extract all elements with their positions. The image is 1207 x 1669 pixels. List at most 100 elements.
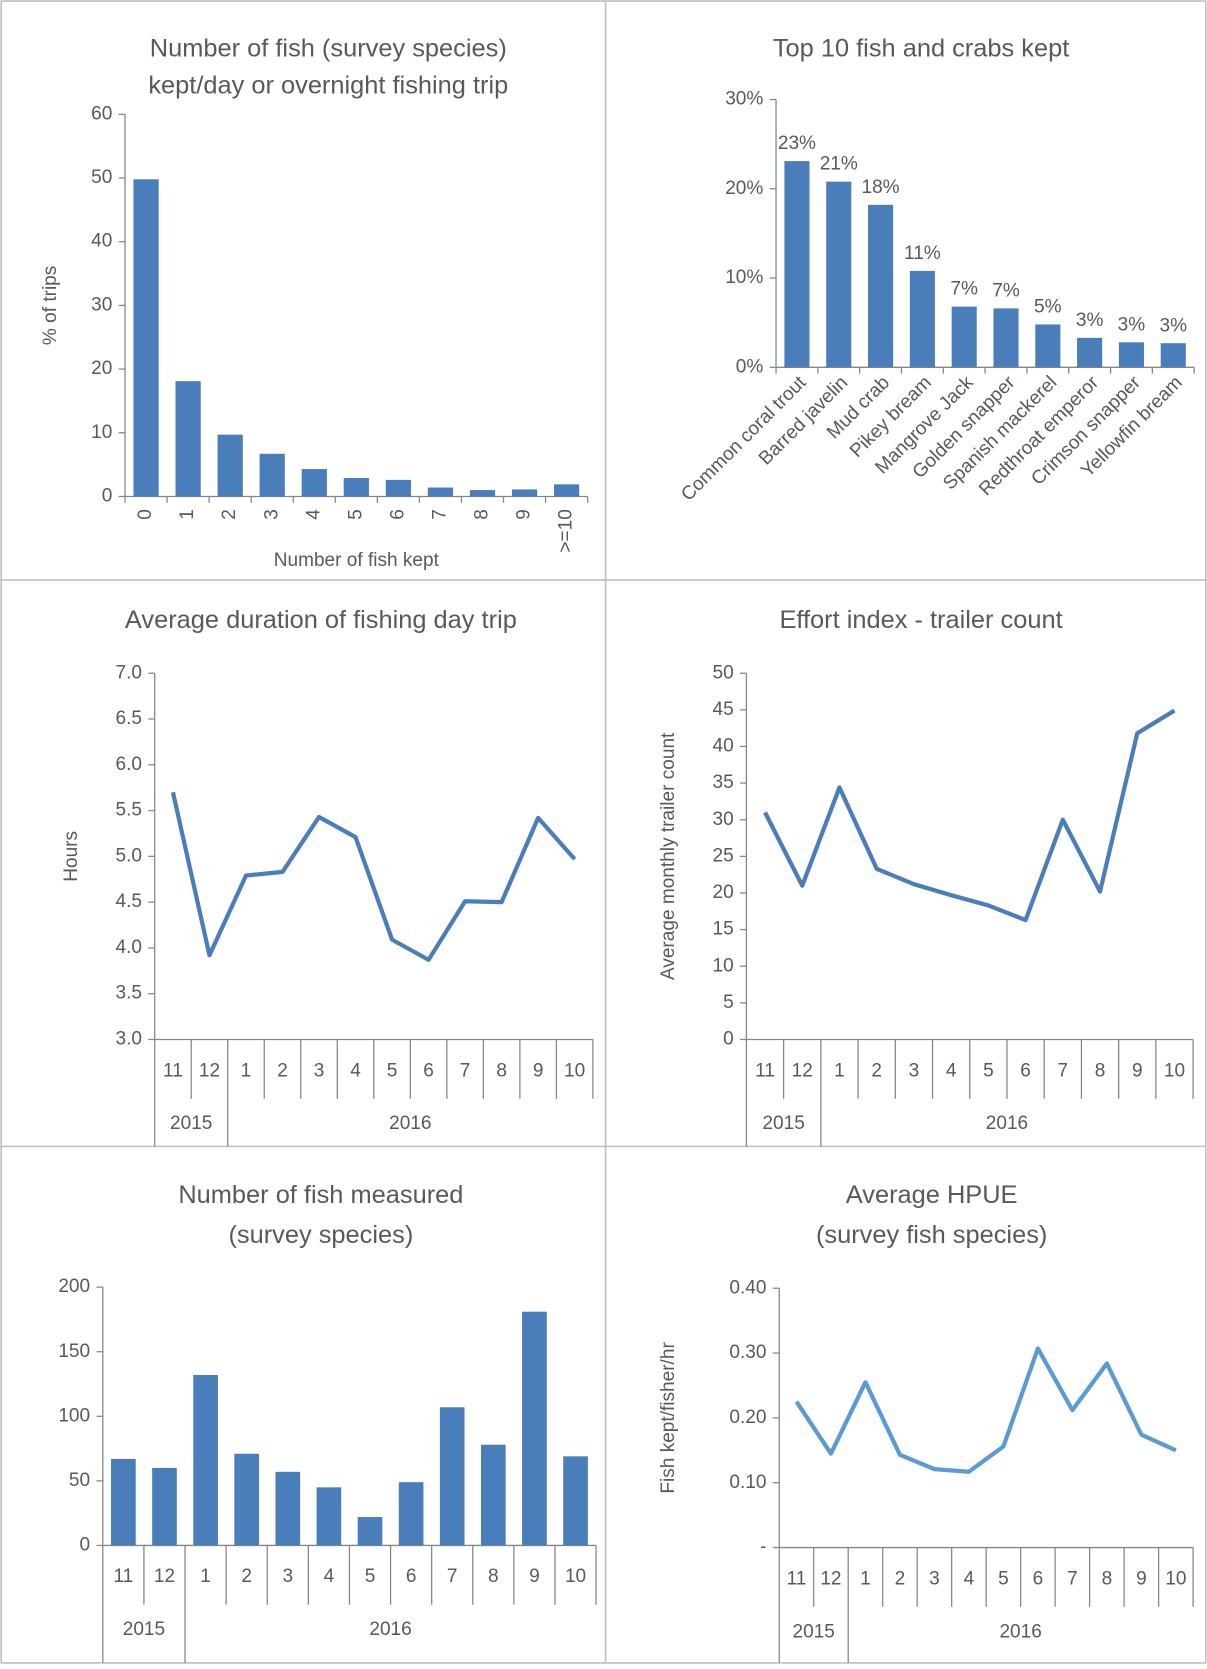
- x-tick-label: 7: [429, 509, 450, 520]
- x-tick-label: 4: [303, 509, 324, 520]
- x-tick-label: 12: [199, 1060, 220, 1081]
- y-tick-label: 4.5: [115, 891, 141, 912]
- y-tick-label: 0: [80, 1534, 91, 1555]
- x-group-label: 2016: [369, 1619, 411, 1640]
- bar: [175, 381, 201, 497]
- bar: [427, 487, 454, 497]
- bar: [398, 1482, 424, 1546]
- data-label: 3%: [1076, 310, 1104, 331]
- x-tick-label: 10: [565, 1566, 586, 1587]
- bar: [357, 1517, 383, 1546]
- x-group-label: 2015: [793, 1621, 835, 1642]
- y-tick-label: 0%: [736, 356, 764, 377]
- x-tick-label: 5: [387, 1060, 398, 1081]
- x-tick-label: 6: [406, 1566, 417, 1587]
- x-tick-label: 0: [135, 509, 156, 520]
- x-axis-label: Number of fish kept: [274, 550, 440, 571]
- y-tick-label: 45: [713, 699, 734, 720]
- chart-title: (survey species): [228, 1221, 413, 1249]
- bar: [469, 490, 496, 497]
- x-tick-label: 4: [324, 1566, 335, 1587]
- bar: [133, 179, 159, 497]
- chart-title: (survey fish species): [816, 1221, 1047, 1249]
- x-tick-label: 7: [447, 1566, 458, 1587]
- x-tick-label: 6: [1033, 1568, 1044, 1589]
- bar: [1118, 342, 1144, 368]
- x-tick-label: 9: [529, 1566, 540, 1587]
- x-tick-label: 3: [261, 509, 282, 520]
- chart-title: kept/day or overnight fishing trip: [148, 72, 508, 100]
- bar: [439, 1407, 465, 1546]
- y-tick-label: 30: [91, 294, 112, 315]
- x-group-label: 2016: [999, 1621, 1041, 1642]
- x-tick-label: 9: [1136, 1568, 1147, 1589]
- x-tick-label: 9: [533, 1060, 544, 1081]
- y-tick-label: 35: [713, 772, 734, 793]
- line-series: [794, 1346, 1177, 1474]
- y-axis-label: Fish kept/fisher/hr: [658, 1342, 679, 1494]
- chart-title: Number of fish measured: [178, 1181, 463, 1209]
- y-tick-label: 100: [58, 1405, 90, 1426]
- x-tick-label: 8: [1102, 1568, 1113, 1589]
- bar: [511, 489, 538, 497]
- x-tick-label: 9: [514, 509, 535, 520]
- x-tick-label: 1: [200, 1566, 211, 1587]
- y-tick-label: 4.0: [115, 937, 141, 958]
- chart-title: Effort index - trailer count: [779, 606, 1062, 634]
- chart-title: Average HPUE: [846, 1181, 1018, 1209]
- x-tick-label: 4: [964, 1568, 975, 1589]
- bar: [826, 181, 852, 368]
- x-tick-label: 5: [365, 1566, 376, 1587]
- data-label: 3%: [1118, 314, 1146, 335]
- y-axis-label: Average monthly trailer count: [658, 732, 679, 980]
- y-tick-label: 5.5: [115, 800, 141, 821]
- bar: [111, 1458, 136, 1546]
- bar: [868, 204, 894, 368]
- x-tick-label: 3: [909, 1060, 920, 1081]
- x-tick-label: 1: [834, 1060, 845, 1081]
- x-tick-label: 3: [282, 1566, 293, 1587]
- y-tick-label: 10: [713, 955, 734, 976]
- y-tick-label: 3.5: [115, 983, 141, 1004]
- bar: [480, 1444, 506, 1546]
- x-tick-label: 7: [460, 1060, 471, 1081]
- x-tick-label: 6: [423, 1060, 434, 1081]
- x-tick-label: 8: [488, 1566, 499, 1587]
- y-tick-label: 25: [713, 845, 734, 866]
- bar: [217, 434, 243, 497]
- bar: [259, 453, 285, 497]
- bar: [563, 1456, 588, 1546]
- x-tick-label: 7: [1058, 1060, 1069, 1081]
- chart-title: Number of fish (survey species): [150, 34, 507, 62]
- x-tick-label: 12: [820, 1568, 841, 1589]
- y-tick-label: 10: [91, 422, 112, 443]
- y-tick-label: 0: [102, 485, 113, 506]
- x-group-label: 2015: [170, 1113, 212, 1134]
- x-tick-label: 2: [219, 509, 240, 520]
- y-tick-label: 150: [58, 1341, 90, 1362]
- x-tick-label: 3: [929, 1568, 940, 1589]
- bar: [522, 1311, 547, 1546]
- y-tick-label: 20: [91, 358, 112, 379]
- bar: [553, 484, 580, 497]
- bar: [993, 308, 1019, 368]
- line-series: [170, 791, 577, 962]
- y-tick-label: 30: [713, 809, 734, 830]
- data-label: 18%: [862, 177, 900, 198]
- x-tick-label: 1: [860, 1568, 871, 1589]
- x-group-label: 2015: [123, 1619, 165, 1640]
- data-label: 23%: [778, 133, 816, 154]
- x-group-label: 2015: [762, 1113, 804, 1134]
- chart-title: Average duration of fishing day trip: [125, 606, 517, 634]
- x-tick-label: 11: [755, 1060, 775, 1081]
- x-tick-label: 3: [314, 1060, 325, 1081]
- x-tick-label: 7: [1067, 1568, 1078, 1589]
- y-axis-label: Hours: [61, 831, 82, 882]
- x-tick-label: 1: [241, 1060, 252, 1081]
- y-tick-label: 3.0: [115, 1029, 141, 1050]
- y-tick-label: 50: [713, 662, 734, 683]
- x-tick-label: 2: [277, 1060, 288, 1081]
- x-tick-label: 6: [387, 509, 408, 520]
